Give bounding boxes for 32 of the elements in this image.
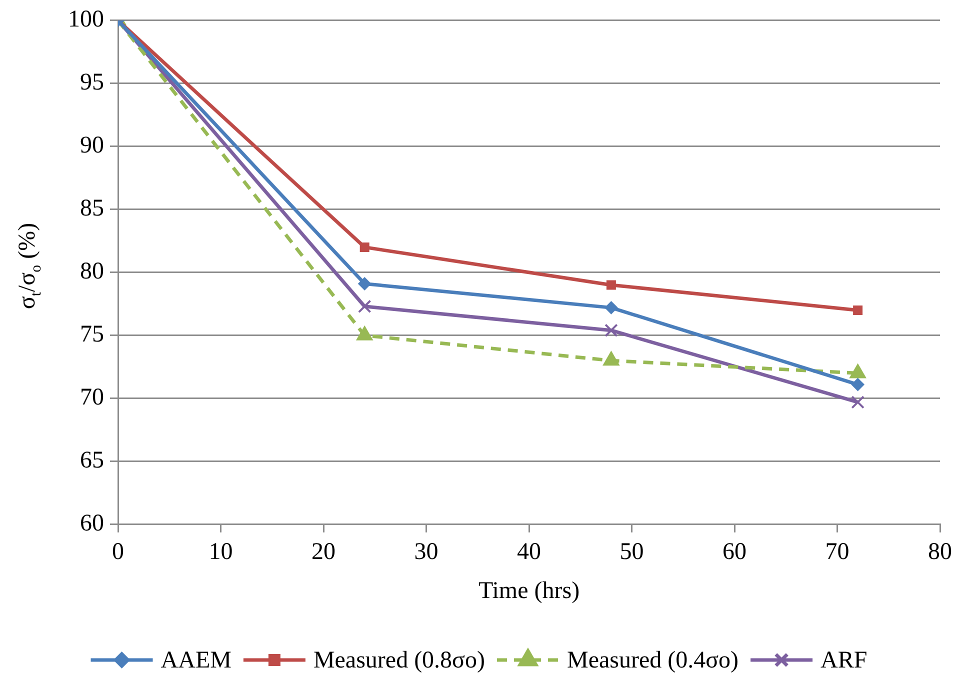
x-tick-label: 50 [620,539,644,566]
x-axis-title: Time (hrs) [478,578,580,604]
y-tick-label: 100 [68,6,104,33]
x-tick-label: 30 [414,539,438,566]
y-tick-label: 95 [80,70,104,96]
x-tick-label: 10 [208,539,233,566]
x-tick-label: 0 [112,539,124,566]
x-tick-label: 20 [312,539,336,566]
point [358,277,372,290]
legend-label: Measured (0.4σo) [566,647,739,674]
y-tick-label: 85 [80,196,104,222]
point [606,280,616,290]
point [358,300,372,314]
y-tick-label: 90 [80,132,104,159]
y-tick-label: 60 [80,510,104,537]
point [851,378,864,392]
y-tick-label: 75 [80,322,104,348]
point [604,324,618,338]
point [851,396,864,409]
legend-label: ARF [820,647,868,674]
point [853,305,863,315]
point [360,242,370,252]
x-tick-label: 60 [722,539,746,566]
x-tick-label: 80 [928,539,952,566]
y-tick-label: 65 [80,448,104,474]
legend-label: Measured (0.8σo) [313,647,485,674]
y-tick-label: 80 [80,258,104,285]
x-tick-label: 40 [517,539,541,566]
y-tick-label: 70 [80,384,104,411]
legend-label: AAEM [160,647,232,674]
x-tick-label: 70 [825,539,850,566]
point [604,301,618,314]
